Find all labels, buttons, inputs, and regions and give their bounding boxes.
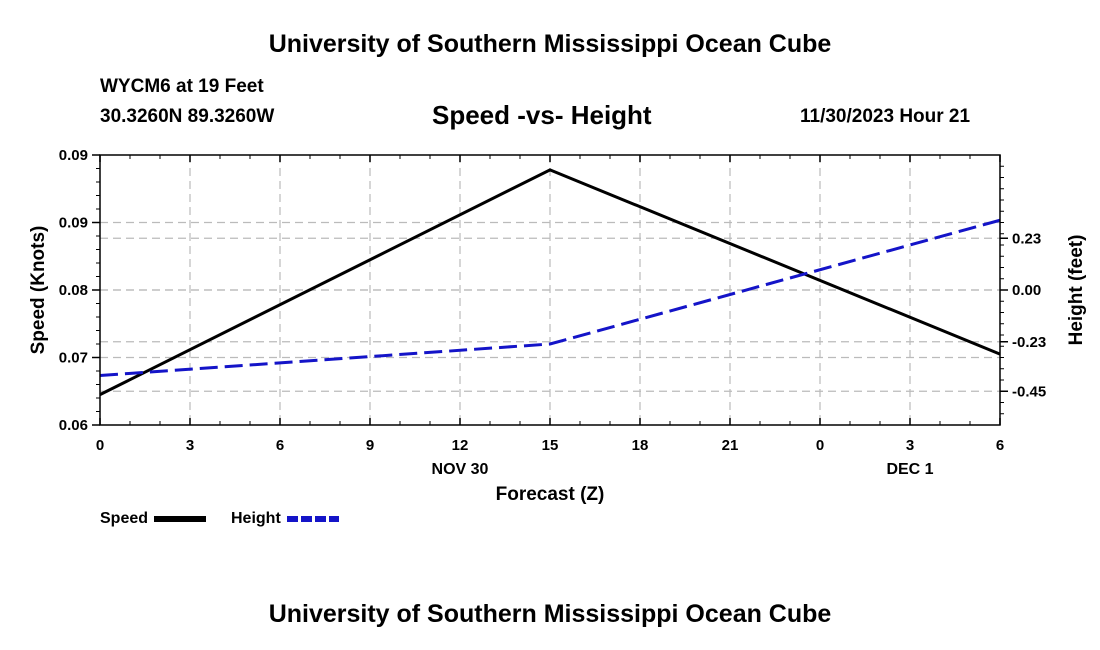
forecast-datetime: 11/30/2023 Hour 21: [800, 106, 971, 127]
left-tick-label: 0.09: [59, 147, 88, 164]
axes: 0 3 6 9 12 15 18 21 0 3 6 NOV 30 DEC 1 0.06 0.07 0.08 0.…: [59, 147, 1046, 478]
right-tick-label: -0.45: [1012, 383, 1046, 400]
left-axis-label: Speed (Knots): [28, 226, 49, 355]
x-tick-label: 21: [722, 437, 739, 454]
left-tick-label: 0.09: [59, 215, 88, 232]
legend-speed: Speed: [100, 510, 207, 528]
x-tick-label: 6: [996, 437, 1004, 454]
x-axis-label: Forecast (Z): [496, 484, 605, 505]
x-tick-label: 0: [96, 437, 104, 454]
speed-series-line: [99, 168, 1001, 396]
x-tick-label: 0: [816, 437, 824, 454]
height-series-line: [99, 218, 1001, 377]
station-label: WYCM6 at 19 Feet: [100, 76, 264, 97]
legend-speed-swatch: [154, 515, 207, 522]
x-tick-label: 12: [452, 437, 469, 454]
main-title: University of Southern Mississippi Ocean…: [268, 30, 832, 58]
legend-height-swatch: [287, 515, 340, 522]
left-tick-label: 0.07: [59, 350, 88, 367]
x-tick-label: 3: [906, 437, 914, 454]
left-tick-label: 0.06: [59, 417, 88, 434]
x-tick-label: 6: [276, 437, 284, 454]
series-lines: [99, 168, 1001, 396]
legend-height: Height: [231, 510, 340, 528]
x-tick-label: 15: [542, 437, 559, 454]
date-label: NOV 30: [432, 461, 489, 478]
right-tick-label: -0.23: [1012, 334, 1046, 351]
x-tick-label: 18: [632, 437, 649, 454]
station-coordinates: 30.3260N 89.3260W: [100, 106, 275, 127]
right-tick-label: 0.00: [1012, 282, 1041, 299]
date-label: DEC 1: [886, 461, 933, 478]
chart-title: Speed -vs- Height: [432, 100, 652, 130]
legend-height-label: Height: [231, 510, 281, 527]
right-tick-label: 0.23: [1012, 230, 1041, 247]
legend-speed-label: Speed: [100, 510, 149, 527]
footer-title: University of Southern Mississippi Ocean…: [268, 600, 832, 628]
right-axis-label: Height (feet): [1066, 235, 1087, 346]
x-tick-label: 3: [186, 437, 194, 454]
grid-lines: [100, 155, 1000, 425]
x-tick-label: 9: [366, 437, 374, 454]
left-tick-label: 0.08: [59, 282, 88, 299]
